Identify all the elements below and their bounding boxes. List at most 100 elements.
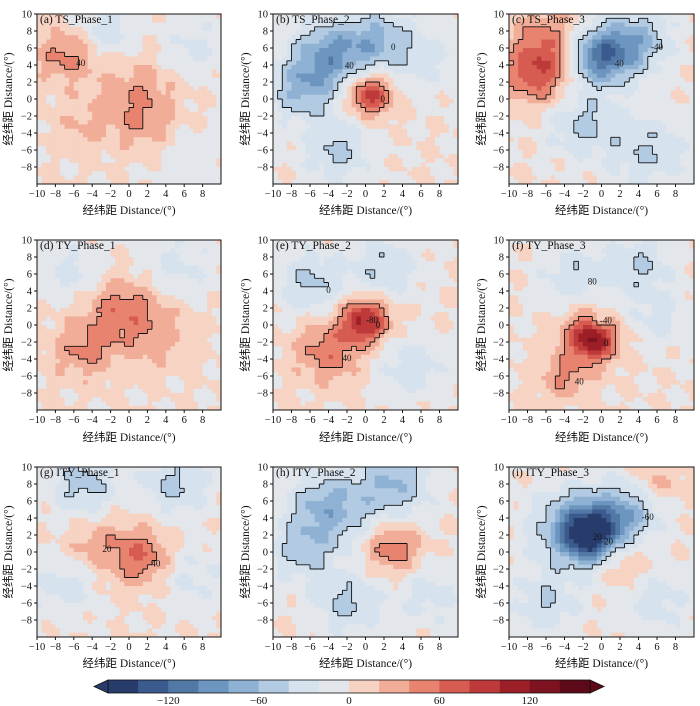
x-tick-label: 4 bbox=[400, 189, 406, 200]
x-tick-label: −8 bbox=[286, 415, 297, 426]
panel-c-title: (c) TS_Phase_3 bbox=[512, 14, 585, 26]
y-tick-label: −2 bbox=[21, 565, 32, 576]
panel-h-title: (h) ITY_Phase_2 bbox=[276, 467, 356, 479]
x-tick-label: −4 bbox=[323, 189, 335, 200]
x-tick-label: 4 bbox=[400, 415, 406, 426]
x-tick-label: 2 bbox=[617, 642, 622, 653]
y-tick-label: 10 bbox=[22, 236, 33, 247]
panel-c-contour-label: -40 bbox=[651, 42, 663, 52]
x-tick-label: −8 bbox=[50, 642, 61, 653]
x-tick-label: 4 bbox=[400, 642, 406, 653]
x-tick-label: −4 bbox=[87, 642, 99, 653]
x-tick-label: 6 bbox=[654, 415, 659, 426]
x-tick-label: 8 bbox=[437, 642, 442, 653]
x-tick-label: 8 bbox=[437, 415, 442, 426]
y-tick-label: 2 bbox=[499, 531, 504, 542]
y-tick-label: −2 bbox=[493, 338, 504, 349]
y-tick-label: 10 bbox=[258, 236, 269, 247]
y-tick-label: 4 bbox=[27, 287, 33, 298]
panel-f-title: (f) TY_Phase_3 bbox=[512, 240, 586, 252]
x-tick-label: −2 bbox=[105, 642, 116, 653]
panel-b-contour-label: 0 bbox=[380, 94, 385, 104]
y-axis-label: 经纬距 Distance/(°) bbox=[2, 278, 15, 371]
panel-a-contour-label: 40 bbox=[76, 58, 86, 68]
colorbar: −120 −60 0 60 120 bbox=[93, 679, 605, 706]
x-tick-label: −4 bbox=[559, 642, 571, 653]
y-tick-label: 10 bbox=[22, 10, 33, 21]
y-axis-label: 经纬距 Distance/(°) bbox=[2, 52, 15, 145]
y-tick-label: 2 bbox=[499, 78, 504, 89]
panel-e-contour-label: 40 bbox=[343, 353, 353, 363]
panel-f-contour-label: 80 bbox=[588, 277, 598, 287]
colorbar-segment bbox=[318, 680, 350, 693]
x-tick-label: 0 bbox=[599, 415, 604, 426]
x-axis-label: 经纬距 Distance/(°) bbox=[82, 204, 175, 217]
y-tick-label: −4 bbox=[257, 582, 269, 593]
panel-a-title: (a) TS_Phase_1 bbox=[40, 14, 113, 26]
x-tick-label: −6 bbox=[304, 642, 315, 653]
panel-b-title: (b) TS_Phase_2 bbox=[276, 14, 350, 26]
x-tick-label: −10 bbox=[265, 415, 281, 426]
panel-g-contour-label: 20 bbox=[102, 544, 112, 554]
x-tick-label: −8 bbox=[50, 415, 61, 426]
y-tick-label: 4 bbox=[499, 514, 505, 525]
panel-a: 40(a) TS_Phase_1−10 −8 −6 −4 −2 0 2 4 6 8−8−6−4−2… bbox=[2, 10, 222, 217]
panel-i-field bbox=[509, 467, 694, 637]
x-tick-label: 6 bbox=[182, 189, 187, 200]
y-tick-label: 8 bbox=[499, 27, 504, 38]
colorbar-segment bbox=[499, 680, 531, 693]
y-tick-label: 4 bbox=[499, 287, 505, 298]
x-tick-label: −2 bbox=[341, 189, 352, 200]
x-tick-label: 0 bbox=[126, 189, 131, 200]
panel-e-contours bbox=[295, 252, 390, 368]
y-tick-label: 0 bbox=[499, 548, 504, 559]
panel-d: (d) TY_Phase_1 −10 −8 −6 −4 −2 0 2 4 6 8 −8 −6 −4 −2 0 2… bbox=[2, 236, 222, 444]
x-tick-label: 0 bbox=[126, 415, 131, 426]
panel-g-contours bbox=[64, 467, 185, 578]
y-tick-label: 4 bbox=[263, 287, 269, 298]
y-tick-label: −8 bbox=[21, 163, 32, 174]
y-tick-label: −8 bbox=[493, 389, 504, 400]
y-tick-label: −2 bbox=[257, 565, 268, 576]
y-tick-label: 8 bbox=[27, 480, 32, 491]
colorbar-segment bbox=[258, 680, 290, 693]
x-axis-label: 经纬距 Distance/(°) bbox=[555, 657, 648, 670]
x-tick-label: −4 bbox=[87, 189, 99, 200]
panels-layer: 40(a) TS_Phase_1−10 −8 −6 −4 −2 0 2 4 6 8−8−6−4−2… bbox=[2, 10, 695, 670]
panel-i-contours bbox=[536, 487, 649, 608]
panel-e-field bbox=[273, 240, 458, 410]
y-tick-label: −4 bbox=[21, 129, 33, 140]
x-tick-label: −2 bbox=[577, 415, 588, 426]
panel-g-contour-label: 40 bbox=[151, 559, 161, 569]
y-tick-label: 8 bbox=[499, 480, 504, 491]
x-tick-label: 6 bbox=[418, 642, 423, 653]
y-tick-label: 8 bbox=[263, 27, 268, 38]
panel-d-contours bbox=[64, 294, 153, 364]
y-tick-label: 0 bbox=[27, 548, 32, 559]
x-tick-label: −8 bbox=[522, 415, 533, 426]
y-tick-label: −2 bbox=[493, 112, 504, 123]
panel-i-title: (i) ITY_Phase_3 bbox=[512, 467, 589, 479]
x-tick-label: −6 bbox=[304, 189, 315, 200]
y-tick-label: 8 bbox=[499, 253, 504, 264]
x-tick-label: 6 bbox=[182, 415, 187, 426]
y-tick-label: −6 bbox=[21, 372, 32, 383]
y-tick-label: −4 bbox=[21, 355, 33, 366]
y-tick-label: −4 bbox=[21, 582, 33, 593]
y-tick-label: 6 bbox=[499, 497, 504, 508]
y-tick-label: 2 bbox=[263, 304, 268, 315]
colorbar-segment bbox=[529, 680, 561, 693]
x-tick-label: 2 bbox=[617, 415, 622, 426]
y-tick-label: 0 bbox=[27, 95, 32, 106]
panel-c-contours bbox=[509, 17, 663, 164]
x-tick-label: 2 bbox=[145, 642, 150, 653]
x-tick-label: 8 bbox=[437, 189, 442, 200]
y-tick-label: 6 bbox=[499, 44, 504, 55]
x-tick-label: −4 bbox=[323, 642, 335, 653]
x-tick-label: 6 bbox=[182, 642, 187, 653]
